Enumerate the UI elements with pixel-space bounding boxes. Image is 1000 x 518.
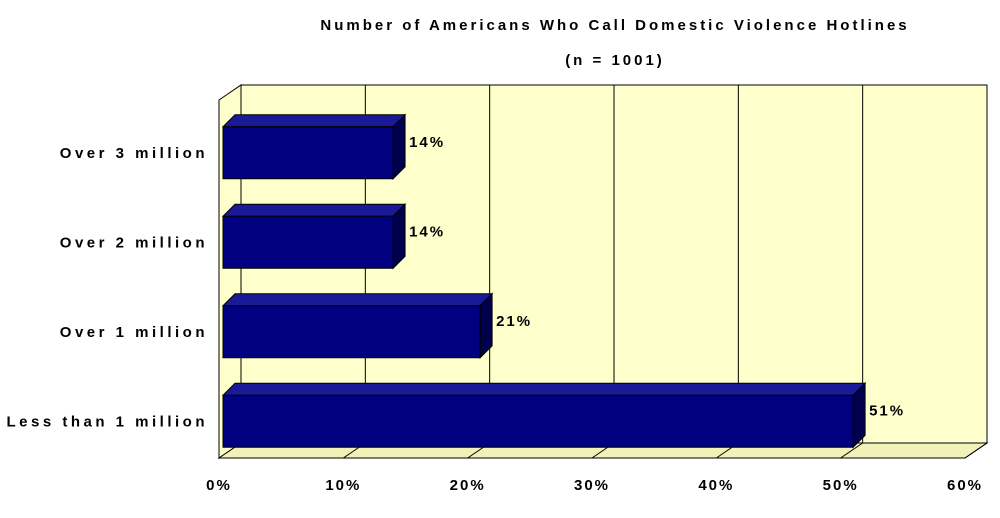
x-tick-label: 60% <box>947 477 983 494</box>
data-label: 51% <box>869 402 905 419</box>
bar-front <box>222 305 481 359</box>
bar-front <box>222 126 394 180</box>
bar-top <box>221 203 407 217</box>
category-label: Over 1 million <box>60 324 208 341</box>
bar-side <box>392 203 406 270</box>
category-label: Over 2 million <box>60 234 208 251</box>
bars <box>221 113 867 449</box>
x-tick-label: 10% <box>325 477 361 494</box>
x-tick-label: 0% <box>206 477 232 494</box>
category-label: Over 3 million <box>60 145 208 162</box>
x-tick-label: 40% <box>698 477 734 494</box>
gridline-floor <box>964 442 988 459</box>
bar-side <box>392 113 406 180</box>
data-label: 21% <box>496 313 532 330</box>
bar-front <box>222 215 394 269</box>
x-tick-label: 30% <box>574 477 610 494</box>
bar-top <box>221 382 867 396</box>
bar <box>221 382 867 449</box>
x-tick-label: 20% <box>450 477 486 494</box>
bar-front <box>222 394 854 448</box>
chart-title: Number of Americans Who Call Domestic Vi… <box>320 17 909 34</box>
data-label: 14% <box>409 223 445 240</box>
x-axis-ticks: 0% 10% 20% 30% 40% 50% 60% <box>206 477 983 494</box>
category-label: Less than 1 million <box>6 413 208 430</box>
data-labels: 14% 14% 21% 51% <box>409 134 905 420</box>
x-tick-label: 50% <box>823 477 859 494</box>
bar <box>221 113 407 180</box>
y-axis-categories: Over 3 million Over 2 million Over 1 milli… <box>6 145 208 431</box>
bar-side <box>479 292 493 359</box>
data-label: 14% <box>409 134 445 151</box>
bar <box>221 203 407 270</box>
bar-top <box>221 114 407 128</box>
bar <box>221 292 494 359</box>
bar-top <box>221 293 494 307</box>
chart-subtitle: (n = 1001) <box>565 52 665 69</box>
bar-side <box>852 382 866 449</box>
gridline-floor <box>840 442 863 459</box>
